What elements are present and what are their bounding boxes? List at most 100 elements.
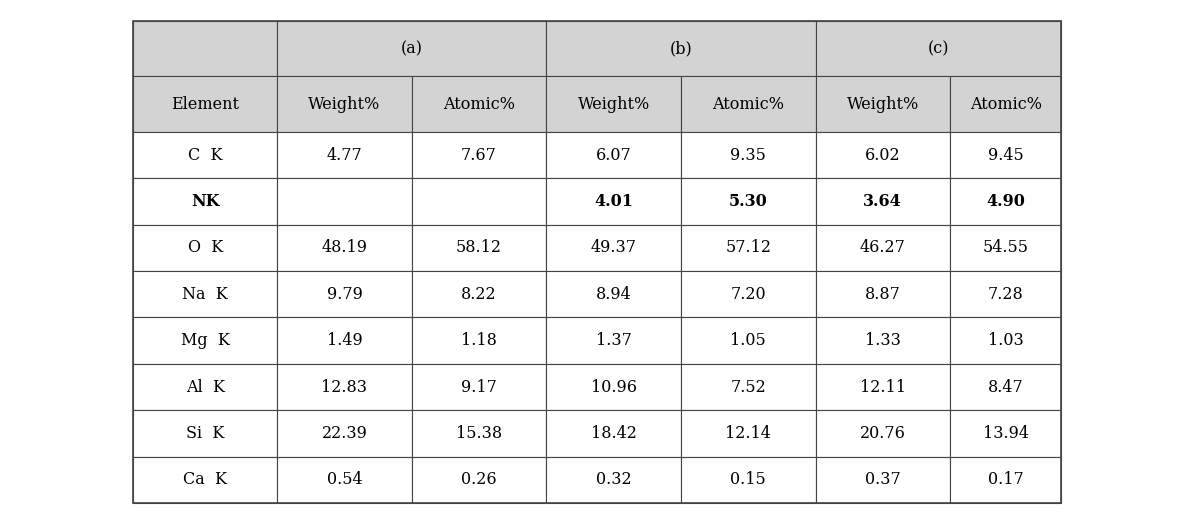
Bar [412,456,546,503]
Text: 1.03: 1.03 [988,332,1023,349]
Bar [277,178,412,225]
Bar [815,271,950,318]
Text: 1.37: 1.37 [596,332,632,349]
Text: Atomic%: Atomic% [712,95,784,113]
Text: 8.47: 8.47 [988,378,1023,396]
Bar [546,225,681,271]
Bar [277,318,412,364]
Bar [950,364,1061,410]
Bar [277,456,412,503]
Text: O  K: O K [188,239,223,256]
Text: 10.96: 10.96 [590,378,637,396]
Bar [133,225,277,271]
Bar [277,410,412,456]
Text: 49.37: 49.37 [590,239,637,256]
Bar [546,410,681,456]
Text: C  K: C K [188,147,223,163]
Text: Atomic%: Atomic% [970,95,1041,113]
Bar [950,410,1061,456]
Bar [133,77,277,132]
Text: 7.67: 7.67 [461,147,497,163]
Bar [681,77,815,132]
Bar [277,21,546,77]
Bar [815,410,950,456]
Bar [412,410,546,456]
Bar [950,178,1061,225]
Bar [546,318,681,364]
Text: 9.79: 9.79 [326,286,363,303]
Text: (b): (b) [670,40,693,57]
Bar [277,77,412,132]
Bar [412,178,546,225]
Text: 4.01: 4.01 [594,193,633,210]
Bar [133,410,277,456]
Text: 57.12: 57.12 [725,239,771,256]
Text: 4.77: 4.77 [326,147,362,163]
Text: 0.32: 0.32 [596,472,632,488]
Bar [412,364,546,410]
Bar [815,225,950,271]
Bar [546,271,681,318]
Bar [681,178,815,225]
Text: NK: NK [190,193,219,210]
Text: 0.26: 0.26 [462,472,497,488]
Text: Si  K: Si K [186,425,225,442]
Text: 7.52: 7.52 [731,378,766,396]
Bar [815,318,950,364]
Bar [815,178,950,225]
Bar [412,318,546,364]
Text: 6.07: 6.07 [596,147,632,163]
Text: 15.38: 15.38 [456,425,502,442]
Bar [950,271,1061,318]
Text: 8.87: 8.87 [865,286,901,303]
Bar [546,364,681,410]
Text: 46.27: 46.27 [860,239,906,256]
Text: (a): (a) [401,40,422,57]
Text: Element: Element [171,95,239,113]
Text: Al  K: Al K [186,378,225,396]
Bar [133,132,277,178]
Text: Mg  K: Mg K [181,332,230,349]
Bar [815,132,950,178]
Text: 54.55: 54.55 [983,239,1029,256]
Text: 7.20: 7.20 [731,286,766,303]
Text: Weight%: Weight% [577,95,650,113]
Text: 9.17: 9.17 [461,378,497,396]
Bar [950,132,1061,178]
Bar [546,132,681,178]
Text: 12.11: 12.11 [860,378,906,396]
Bar [681,132,815,178]
Bar [681,364,815,410]
Bar [950,77,1061,132]
Bar [815,364,950,410]
Text: 0.37: 0.37 [865,472,901,488]
Text: 8.94: 8.94 [596,286,632,303]
Bar [412,225,546,271]
Text: 6.02: 6.02 [865,147,901,163]
Bar [277,132,412,178]
Text: 9.45: 9.45 [988,147,1023,163]
Bar [681,318,815,364]
Text: 1.49: 1.49 [326,332,362,349]
Text: Weight%: Weight% [308,95,381,113]
Text: 13.94: 13.94 [983,425,1029,442]
Text: 0.17: 0.17 [988,472,1023,488]
Bar [546,77,681,132]
Bar [133,21,277,77]
Bar [681,456,815,503]
Text: Weight%: Weight% [846,95,919,113]
Bar [546,21,815,77]
Text: 12.14: 12.14 [725,425,771,442]
Text: 48.19: 48.19 [321,239,368,256]
Bar [950,225,1061,271]
Text: Atomic%: Atomic% [443,95,515,113]
Text: 1.05: 1.05 [731,332,766,349]
Text: 22.39: 22.39 [321,425,368,442]
Bar [133,21,1061,503]
Text: 7.28: 7.28 [988,286,1023,303]
Bar [950,456,1061,503]
Text: 20.76: 20.76 [860,425,906,442]
Bar [133,318,277,364]
Text: 8.22: 8.22 [462,286,497,303]
Bar [277,271,412,318]
